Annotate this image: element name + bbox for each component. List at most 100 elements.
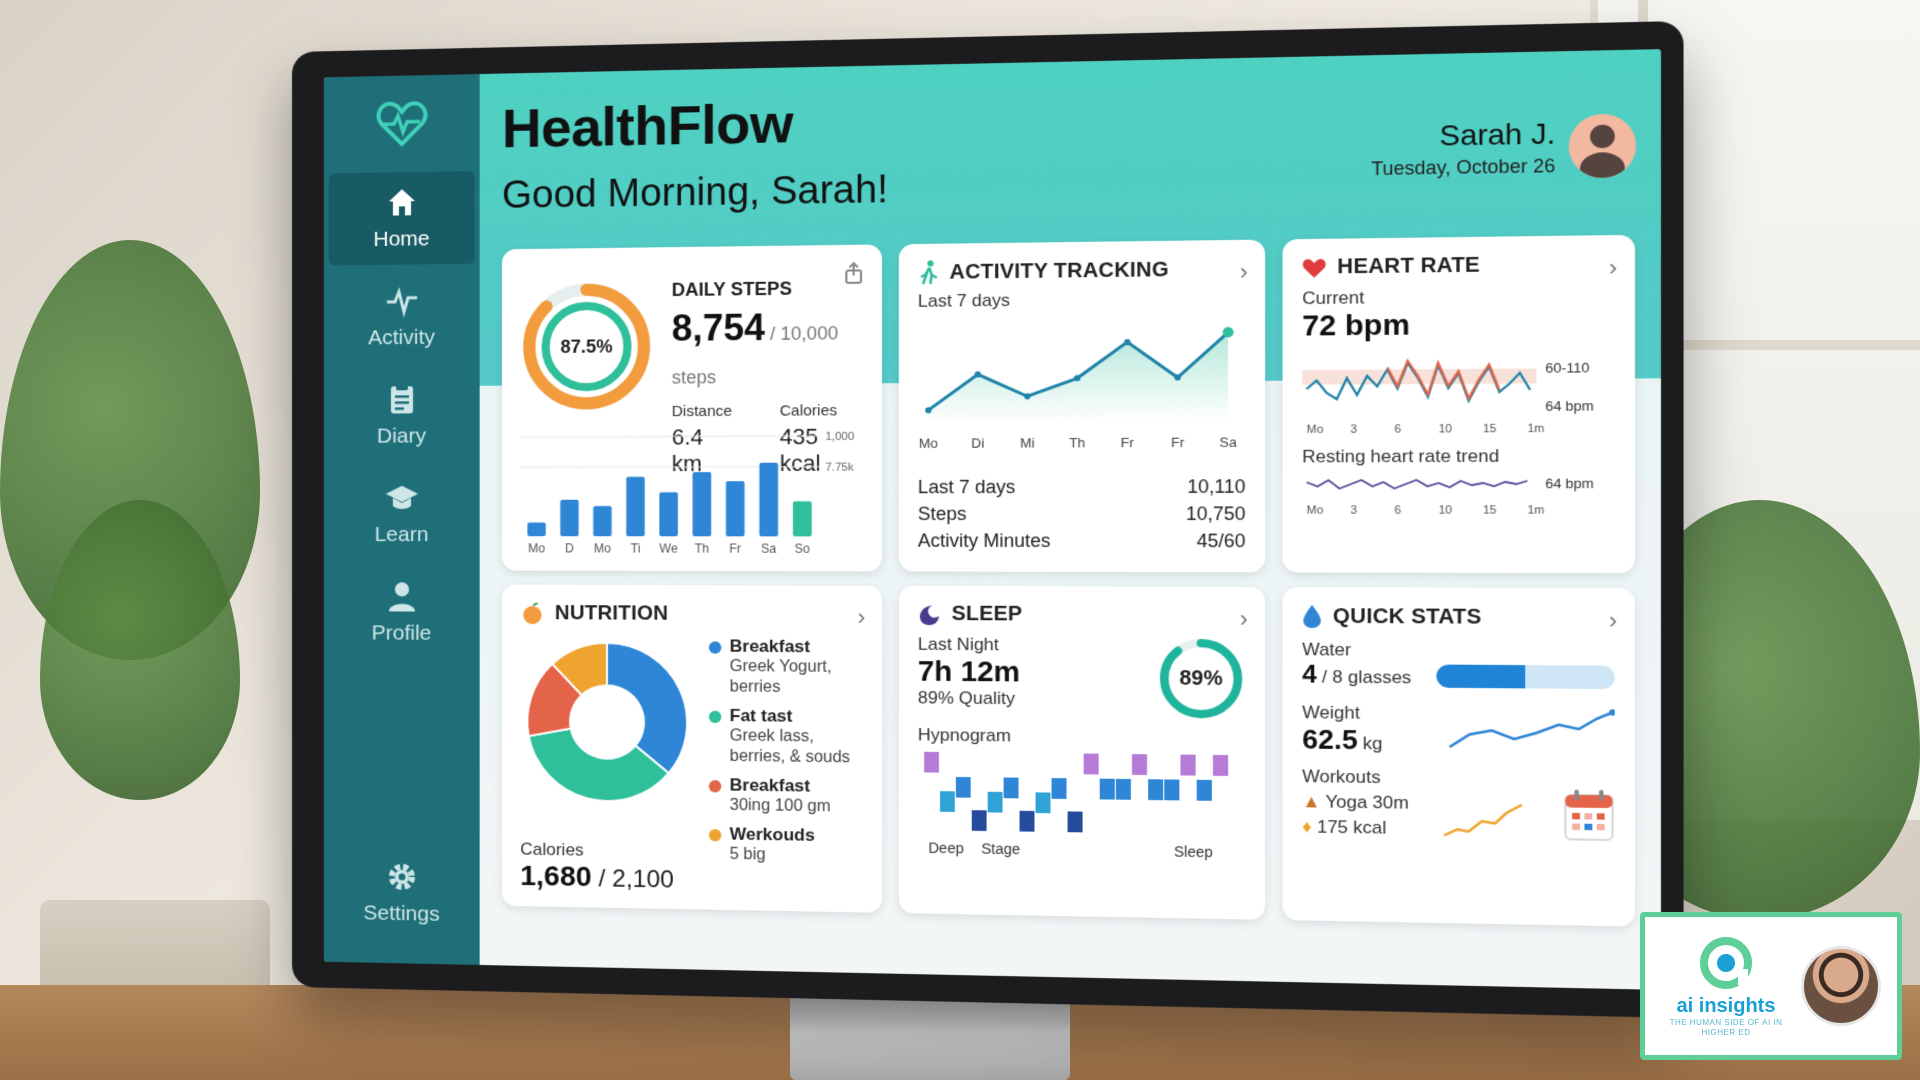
user-block[interactable]: Sarah J. Tuesday, October 26	[1371, 114, 1636, 182]
steps-bar-chart: 1,000 7.75k Mo D Mo Ti We Th Fr Sa So	[520, 426, 863, 560]
heart-current-value: 72 bpm	[1302, 306, 1615, 343]
hypnogram-axis-label: Sleep	[1174, 843, 1213, 860]
steps-day-label: D	[565, 541, 574, 555]
screen: Home Activity Diary Learn Profile	[324, 49, 1661, 990]
water-drop-icon	[1302, 604, 1322, 629]
nutrition-calories-value: 1,680	[520, 860, 591, 893]
steps-bar	[593, 506, 611, 536]
heart-rate-chart: 60-11064 bpmMo 3 6 10 15 1m	[1302, 345, 1615, 438]
steps-bar	[726, 481, 745, 536]
yoga-icon: ▲	[1302, 792, 1320, 812]
avatar[interactable]	[1569, 114, 1636, 179]
graduation-cap-icon	[384, 481, 418, 515]
activity-day-label: Fr	[1121, 435, 1135, 451]
hypnogram-segment	[940, 791, 955, 812]
badge-brand: ai insights	[1677, 995, 1776, 1018]
steps-day-label: Ti	[631, 541, 641, 555]
activity-day-label: Mo	[919, 435, 938, 451]
resting-heart-trend-chart: 64 bpm Mo 3 6 10 15 1m	[1302, 467, 1615, 520]
water-progress-bar	[1436, 665, 1614, 690]
activity-day-label: Fr	[1171, 434, 1185, 450]
sidebar-item-label: Activity	[368, 326, 435, 351]
activity-stat-row: Activity Minutes 45/60	[918, 527, 1246, 554]
steps-day-label: Mo	[528, 541, 545, 555]
activity-point	[1074, 375, 1080, 381]
person-icon	[384, 579, 418, 613]
heart-current-label: Current	[1302, 285, 1615, 309]
resting-trend-line	[1307, 480, 1528, 489]
trend-axis-label: 6	[1394, 504, 1401, 517]
ai-insights-logo-icon	[1698, 935, 1754, 991]
steps-day-label: So	[795, 541, 811, 555]
chevron-right-icon[interactable]: ›	[1609, 607, 1617, 635]
calendar-icon[interactable]	[1563, 788, 1615, 842]
sidebar-item-home[interactable]: Home	[329, 171, 475, 266]
steps-day-label: Sa	[761, 541, 777, 555]
hypnogram-segment	[972, 810, 987, 831]
nutrition-calories-label: Calories	[520, 839, 674, 862]
sleep-quality-ring: 89%	[1157, 636, 1246, 722]
sidebar-item-learn[interactable]: Learn	[329, 468, 475, 561]
card-title: QUICK STATS	[1333, 605, 1482, 630]
app-title: HealthFlow	[502, 90, 888, 160]
dashboard-grid: 87.5% DAILY STEPS 8,754 / 10,000 steps D…	[502, 235, 1636, 927]
clipboard-icon	[384, 382, 418, 416]
hypnogram-segment	[1164, 779, 1179, 800]
heart-axis-label: 1m	[1527, 422, 1544, 435]
sidebar-item-settings[interactable]: Settings	[329, 846, 475, 941]
legend-item: Breakfast Greek Yogurt, berries	[709, 636, 863, 698]
quick-stats-card[interactable]: QUICK STATS › Water 4 / 8 glasses Weight	[1283, 587, 1635, 926]
sidebar-item-activity[interactable]: Activity	[329, 270, 475, 364]
activity-point	[925, 407, 931, 413]
sleep-quality: 89% Quality	[918, 688, 1020, 709]
hypnogram-segment	[1132, 754, 1147, 775]
steps-progress-ring: 87.5%	[520, 280, 653, 413]
steps-bar	[793, 501, 812, 536]
share-icon[interactable]	[842, 261, 865, 284]
steps-bar	[527, 523, 545, 537]
greeting: Good Morning, Sarah!	[502, 168, 888, 218]
legend-item: Werkouds 5 big	[709, 824, 863, 867]
activity-day-label: Di	[971, 435, 984, 451]
steps-day-label: We	[659, 541, 678, 555]
sleep-card[interactable]: SLEEP › Last Night 7h 12m 89% Quality	[899, 586, 1265, 920]
hypnogram-segment	[956, 777, 971, 798]
heart-axis-label: 10	[1439, 423, 1453, 436]
heart-rate-card[interactable]: HEART RATE › Current 72 bpm 60-110 64 bpm…	[1283, 235, 1635, 573]
user-name: Sarah J.	[1371, 117, 1555, 154]
activity-line-chart: Mo Di Mi Th Fr Fr Sa	[918, 313, 1246, 460]
steps-bar	[659, 492, 678, 536]
card-title: SLEEP	[952, 603, 1023, 627]
sleep-ring-label: 89%	[1157, 636, 1246, 722]
weight-stat: Weight 62.5 kg	[1302, 702, 1615, 759]
trend-axis-label: 3	[1350, 504, 1357, 517]
nutrition-card[interactable]: NUTRITION › Breakfast Greek Yogurt, berr…	[502, 585, 882, 913]
pulse-icon	[384, 284, 418, 319]
chevron-right-icon[interactable]: ›	[858, 604, 866, 631]
daily-steps-card[interactable]: 87.5% DAILY STEPS 8,754 / 10,000 steps D…	[502, 244, 882, 571]
steps-ring-label: 87.5%	[520, 280, 653, 413]
hypnogram-segment	[1197, 780, 1212, 801]
axis-label-mid: 7.75k	[825, 461, 854, 473]
activity-tracking-card[interactable]: ACTIVITY TRACKING › Last 7 days Mo Di Mi Th…	[899, 240, 1265, 573]
heart-range-label: 60-110	[1545, 360, 1589, 376]
sleep-duration: 7h 12m	[918, 655, 1020, 689]
trend-axis-label: 10	[1439, 504, 1453, 517]
heart-avg-label: 64 bpm	[1545, 398, 1594, 414]
chevron-right-icon[interactable]: ›	[1240, 259, 1248, 286]
hypnogram-segment	[1020, 811, 1035, 832]
card-title: NUTRITION	[555, 602, 668, 626]
running-person-icon	[918, 260, 939, 285]
chevron-right-icon[interactable]: ›	[1609, 254, 1617, 282]
steps-bar	[560, 500, 578, 536]
sidebar-item-label: Profile	[372, 621, 432, 645]
hypnogram-segment	[1116, 779, 1131, 800]
sidebar-item-diary[interactable]: Diary	[329, 369, 475, 462]
sidebar-item-profile[interactable]: Profile	[329, 566, 475, 659]
home-icon	[384, 185, 418, 220]
trend-axis-label: 1m	[1527, 504, 1544, 517]
hypnogram-segment	[1004, 777, 1019, 798]
chevron-right-icon[interactable]: ›	[1240, 606, 1248, 633]
orange-fruit-icon	[520, 601, 544, 625]
gear-icon	[384, 859, 418, 894]
